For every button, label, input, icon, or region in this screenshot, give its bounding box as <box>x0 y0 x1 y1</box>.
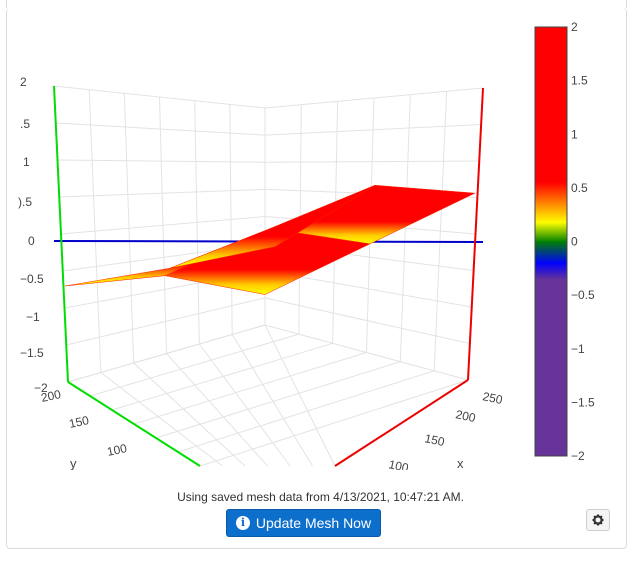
y-axis-title: y <box>70 456 77 470</box>
grid-line <box>89 333 299 397</box>
info-icon: i <box>235 516 250 530</box>
x-axis-title: x <box>457 456 464 470</box>
mesh-status-text: Using saved mesh data from 4/13/2021, 10… <box>177 490 464 504</box>
colorbar-segment <box>535 241 567 264</box>
colorbar-tick-label: 1 <box>571 127 578 141</box>
x-tick-label: 250 <box>481 389 504 407</box>
colorbar-tick-label: 0 <box>571 235 578 249</box>
z-tick-label: 2 <box>20 75 27 89</box>
y-tick-label: 100 <box>106 441 129 459</box>
grid-line <box>88 89 102 373</box>
colorbar-segment <box>535 222 567 242</box>
grid-line <box>198 343 291 467</box>
grid-line <box>399 94 411 362</box>
z-tick-label: ).5 <box>18 195 32 209</box>
z-tick-label: −0.5 <box>20 272 44 286</box>
z-tick-label: 0 <box>28 234 35 248</box>
grid-line <box>229 104 233 335</box>
colorbar-tick-label: 2 <box>571 20 578 34</box>
colorbar-segment <box>535 27 567 184</box>
colorbar-tick-label: −1.5 <box>571 395 595 409</box>
grid-line <box>100 372 223 467</box>
update-mesh-label: Update Mesh Now <box>255 515 372 531</box>
panel-top-edge <box>6 0 627 8</box>
gear-icon <box>592 514 604 526</box>
grid-line <box>111 342 333 411</box>
colorbar-tick-label: −1 <box>571 342 585 356</box>
z-axis-line-right <box>467 87 484 381</box>
y-tick-label: 150 <box>68 413 91 431</box>
colorbar-segment <box>535 182 567 223</box>
mesh-surface <box>64 184 476 295</box>
z-axis-line-left <box>53 85 69 383</box>
x-tick-label: 200 <box>454 407 477 425</box>
grid-line <box>123 93 135 364</box>
z-tick-label: −1 <box>26 310 40 324</box>
grid-line <box>166 353 268 467</box>
colorbar <box>534 26 568 457</box>
settings-button[interactable] <box>586 509 610 531</box>
x-tick-label: 150 <box>423 431 446 449</box>
colorbar-tick-label: 0.5 <box>571 181 588 195</box>
grid-line <box>155 361 401 439</box>
grid-line <box>159 96 167 354</box>
grid-line <box>194 100 200 345</box>
grid-line <box>264 324 336 467</box>
z-tick-label: .5 <box>20 117 30 131</box>
grid-line <box>433 91 448 371</box>
grid-line <box>133 362 246 467</box>
z-tick-label: −1.5 <box>20 346 44 360</box>
colorbar-ticks: 2 1.5 1 0.5 0 −0.5 −1 −1.5 −2 <box>571 20 595 463</box>
z-tick-label: −2 <box>34 381 48 395</box>
colorbar-border <box>534 26 568 457</box>
z-tick-label: 1 <box>23 155 30 169</box>
x-tick-label: 100 <box>387 457 410 470</box>
colorbar-segment <box>535 262 567 280</box>
x-axis-line <box>334 379 469 467</box>
grid-line <box>133 352 367 425</box>
grid-line <box>199 379 469 467</box>
colorbar-segment <box>535 279 567 457</box>
colorbar-tick-label: −0.5 <box>571 288 595 302</box>
surface-patch <box>169 185 376 269</box>
colorbar-tick-label: −2 <box>571 449 585 463</box>
y-axis-line <box>67 381 201 467</box>
grid-line <box>177 370 435 453</box>
colorbar-tick-label: 1.5 <box>571 74 588 88</box>
grid-line <box>231 334 313 467</box>
update-mesh-button[interactable]: i Update Mesh Now <box>226 509 381 537</box>
y-tick-label: 200 <box>40 387 63 405</box>
